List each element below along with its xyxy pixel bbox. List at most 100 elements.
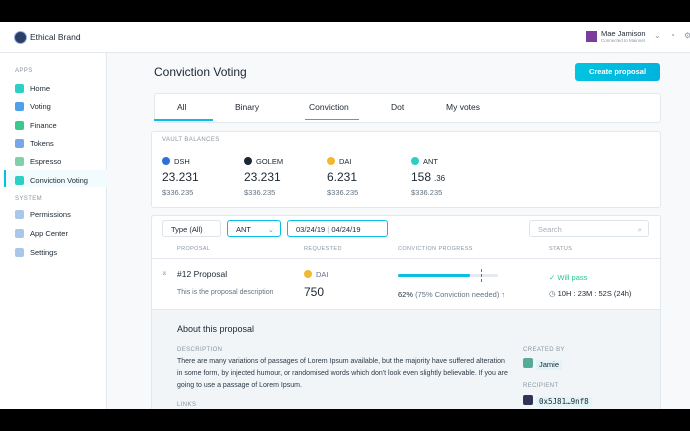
creator[interactable]: Jamie: [536, 360, 563, 370]
details-description: There are many variations of passages of…: [177, 358, 508, 389]
nav-icon: [15, 138, 24, 148]
tab[interactable]: My votes: [446, 102, 481, 112]
token-icon: [244, 157, 252, 165]
column-header: REQUESTED: [304, 246, 342, 252]
progress-fill: [398, 274, 470, 277]
page-title: Conviction Voting: [154, 65, 247, 79]
column-header: STATUS: [549, 246, 573, 252]
nav-item[interactable]: Tokens: [30, 138, 54, 148]
token-icon: [411, 157, 419, 165]
search[interactable]: Search ⌕: [529, 220, 649, 237]
recipient-label: RECIPIENT: [523, 383, 559, 389]
requested-token: DAI: [316, 270, 329, 279]
recipient[interactable]: 0x5J81…9nf8: [536, 397, 592, 407]
tab[interactable]: All: [177, 102, 187, 112]
token-icon: [327, 157, 335, 165]
details-panel: [152, 309, 660, 409]
nav-item[interactable]: App Center: [30, 229, 68, 238]
token-symbol: DAI: [339, 157, 352, 166]
type-filter-text: Type (All): [171, 225, 203, 234]
nav-item[interactable]: Voting: [30, 102, 51, 112]
tab[interactable]: Dot: [391, 102, 405, 112]
date-filter[interactable]: 03/24/19 | 04/24/19: [287, 220, 388, 237]
status-text: Will pass: [557, 273, 588, 282]
vault-panel: [151, 131, 661, 208]
token-icon: [304, 270, 312, 278]
tab[interactable]: Conviction: [309, 102, 349, 112]
column-header: PROPOSAL: [177, 246, 211, 252]
app: Ethical Brand Mae Jamison Connected to M…: [0, 22, 690, 409]
org-logo: [14, 31, 27, 44]
progress-value: 62%: [398, 290, 414, 299]
token-amount: 23.231: [244, 170, 281, 184]
nav-icon: [15, 84, 24, 93]
settings-icon[interactable]: ⚙: [684, 31, 690, 40]
nav-item[interactable]: Finance: [30, 120, 57, 130]
nav-item[interactable]: Settings: [30, 248, 58, 257]
token-amount: 23.231: [162, 170, 199, 184]
token-symbol: GOLEM: [256, 157, 284, 166]
token-symbol: DSH: [174, 157, 190, 166]
tabs: [154, 93, 661, 123]
date-end: 04/24/19: [331, 225, 361, 234]
divider: [151, 258, 660, 259]
nav-icon: [15, 248, 24, 257]
requested-amount: 750: [304, 285, 325, 299]
nav-icon: [15, 175, 24, 185]
token-amount: 158: [411, 170, 432, 184]
collapse-toggle[interactable]: ⌅: [161, 268, 168, 277]
proposal-name: Proposal: [193, 269, 228, 279]
nav-icon: [15, 102, 24, 112]
token-icon: [162, 157, 170, 165]
timer-text: 10H : 23M : 52S (24h): [557, 289, 632, 298]
token-usd: $336.235: [244, 188, 276, 197]
proposal-description: This is the proposal description: [177, 289, 274, 296]
token-filter-text: ANT: [236, 225, 251, 234]
tab[interactable]: Binary: [235, 102, 260, 112]
nav-icon: [15, 120, 24, 130]
notifications[interactable]: ◔: [670, 31, 675, 40]
section-label: SYSTEM: [15, 196, 43, 202]
nav-item[interactable]: Home: [30, 84, 51, 93]
proposal-number: #12: [177, 269, 192, 279]
section-label: APPS: [15, 68, 33, 74]
nav-item[interactable]: Permissions: [30, 210, 71, 219]
token-symbol: ANT: [423, 157, 438, 166]
progress-needed: (75% Conviction needed): [415, 290, 500, 299]
threshold-marker: [481, 269, 483, 282]
token-usd: $336.235: [327, 188, 359, 197]
created-by-label: CREATED BY: [523, 347, 565, 353]
user-name[interactable]: Mae Jamison: [601, 29, 646, 38]
tab-underline: [154, 119, 213, 121]
vault-label: VAULT BALANCES: [162, 137, 220, 143]
token-usd: $336.235: [411, 188, 443, 197]
token-usd: $336.235: [162, 188, 194, 197]
nav-icon: [15, 210, 24, 219]
status: ✓ Will pass: [549, 273, 588, 282]
type-filter[interactable]: Type (All): [162, 220, 221, 237]
recipient-avatar: [523, 395, 533, 405]
creator-avatar: [523, 358, 533, 368]
details-title: About this proposal: [177, 324, 255, 334]
nav-icon: [15, 157, 24, 167]
timer: ◷ 10H : 23M : 52S (24h): [549, 289, 632, 298]
avatar: [586, 31, 597, 42]
top-bar: [0, 22, 690, 53]
nav-active-bg: [4, 170, 108, 187]
column-header: CONVICTION PROGRESS: [398, 246, 473, 252]
nav-item[interactable]: Espresso: [30, 157, 62, 167]
proposal-title[interactable]: #12 Proposal: [177, 270, 227, 279]
links-label: LINKS: [177, 402, 197, 408]
date-start: 03/24/19: [296, 225, 326, 234]
progress-text: 62% (75% Conviction needed) ↑: [398, 290, 506, 299]
token-decimals: .36: [434, 174, 446, 183]
token-filter[interactable]: ANT ⌄: [227, 220, 281, 237]
menu-chevron[interactable]: ⌄: [654, 31, 661, 40]
create-button[interactable]: Create proposal: [575, 63, 660, 81]
nav-item[interactable]: Conviction Voting: [30, 175, 88, 185]
org-name[interactable]: Ethical Brand: [30, 32, 81, 42]
user-network: Connected to Mainnet: [601, 38, 646, 43]
search-placeholder: Search: [538, 225, 562, 234]
nav-icon: [15, 229, 24, 238]
